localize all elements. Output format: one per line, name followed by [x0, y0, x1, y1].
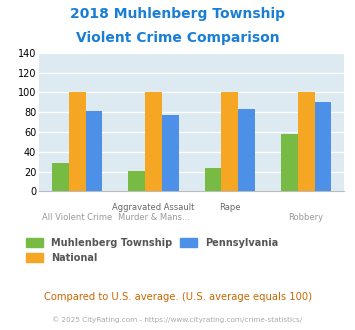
- Bar: [281, 134, 298, 191]
- Bar: [222, 92, 238, 191]
- Text: Murder & Mans...: Murder & Mans...: [118, 213, 190, 222]
- Bar: [86, 111, 102, 191]
- Text: © 2025 CityRating.com - https://www.cityrating.com/crime-statistics/: © 2025 CityRating.com - https://www.city…: [53, 317, 302, 323]
- Bar: [129, 171, 145, 191]
- Bar: [315, 102, 331, 191]
- Bar: [52, 163, 69, 191]
- Text: 2018 Muhlenberg Township: 2018 Muhlenberg Township: [70, 7, 285, 20]
- Text: Compared to U.S. average. (U.S. average equals 100): Compared to U.S. average. (U.S. average …: [44, 292, 311, 302]
- Text: Aggravated Assault: Aggravated Assault: [112, 203, 195, 212]
- Bar: [162, 115, 179, 191]
- Bar: [238, 109, 255, 191]
- Bar: [298, 92, 315, 191]
- Legend: Muhlenberg Township, National, Pennsylvania: Muhlenberg Township, National, Pennsylva…: [26, 238, 278, 263]
- Bar: [145, 92, 162, 191]
- Bar: [69, 92, 86, 191]
- Bar: [205, 168, 222, 191]
- Text: Robbery: Robbery: [289, 213, 324, 222]
- Text: Rape: Rape: [219, 203, 241, 212]
- Text: Violent Crime Comparison: Violent Crime Comparison: [76, 31, 279, 45]
- Text: All Violent Crime: All Violent Crime: [42, 213, 112, 222]
